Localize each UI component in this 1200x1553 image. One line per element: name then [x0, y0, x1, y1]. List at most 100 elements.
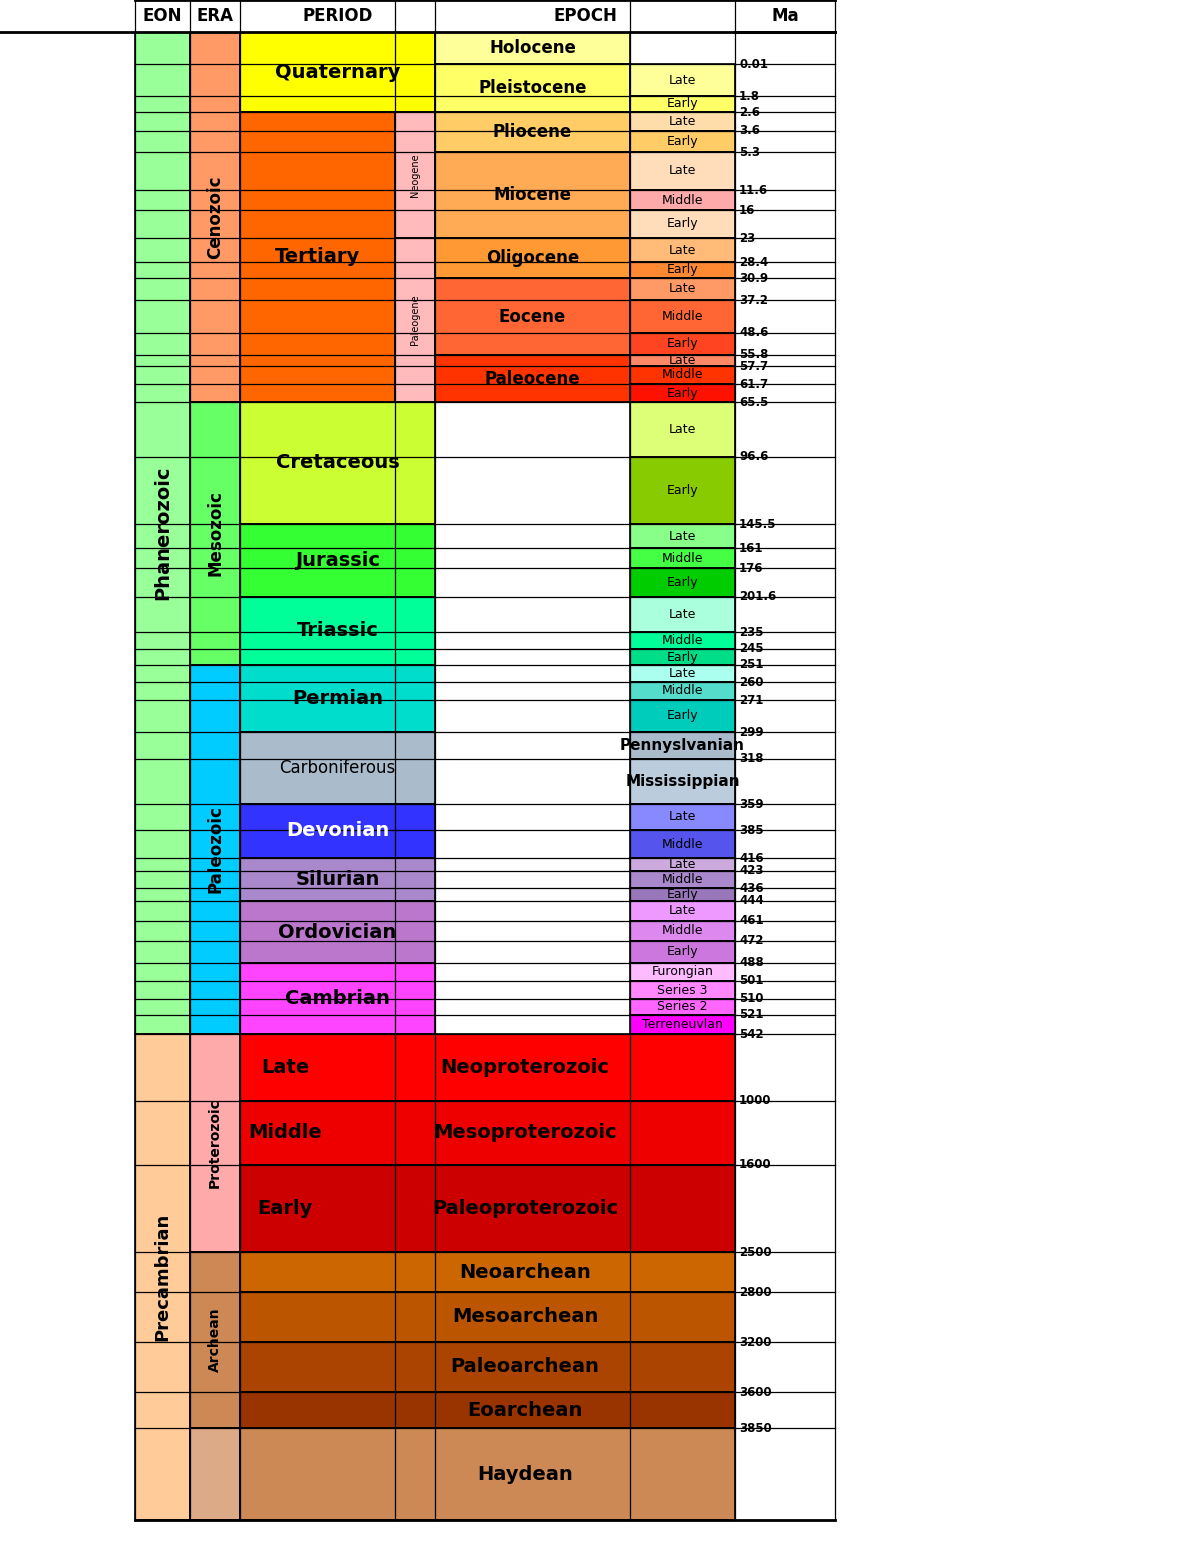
Bar	[240, 804, 436, 857]
Bar	[630, 963, 734, 981]
Text: EPOCH: EPOCH	[553, 8, 617, 25]
Bar	[630, 457, 734, 523]
Bar	[630, 804, 734, 829]
Bar	[630, 649, 734, 665]
Text: Tertiary: Tertiary	[275, 247, 360, 267]
Text: 472: 472	[739, 935, 763, 947]
Text: 235: 235	[739, 626, 763, 638]
Bar	[395, 112, 436, 238]
Bar	[240, 1429, 734, 1520]
Text: 3.6: 3.6	[739, 124, 760, 138]
Text: 1600: 1600	[739, 1159, 772, 1171]
Text: 28.4: 28.4	[739, 256, 768, 269]
Bar	[240, 523, 436, 596]
Text: Oligocene: Oligocene	[486, 248, 580, 267]
Text: Late: Late	[668, 422, 696, 436]
Text: 3200: 3200	[739, 1336, 772, 1348]
Text: Paleozoic: Paleozoic	[206, 806, 224, 893]
Text: Precambrian: Precambrian	[154, 1213, 172, 1342]
Bar	[630, 384, 734, 402]
Bar	[630, 332, 734, 356]
Text: Mesozoic: Mesozoic	[206, 491, 224, 576]
Text: Early: Early	[257, 1199, 313, 1218]
Text: 2.6: 2.6	[739, 106, 760, 118]
Text: 423: 423	[739, 865, 763, 877]
Bar	[630, 548, 734, 568]
Text: Late: Late	[668, 811, 696, 823]
Bar	[630, 941, 734, 963]
Bar	[190, 665, 240, 1034]
Text: 2800: 2800	[739, 1286, 772, 1298]
Text: Triassic: Triassic	[296, 621, 378, 640]
Bar	[240, 665, 436, 731]
Text: Series 3: Series 3	[658, 983, 708, 997]
Bar	[240, 1101, 734, 1165]
Text: 501: 501	[739, 974, 763, 988]
Bar	[240, 402, 436, 523]
Text: 461: 461	[739, 915, 763, 927]
Bar	[240, 112, 395, 402]
Text: Cretaceous: Cretaceous	[276, 453, 400, 472]
Bar	[134, 1034, 190, 1520]
Text: 299: 299	[739, 725, 763, 739]
Bar	[630, 64, 734, 96]
Bar	[630, 759, 734, 804]
Text: Pennyslvanian: Pennyslvanian	[620, 738, 745, 753]
Text: Proterozoic: Proterozoic	[208, 1098, 222, 1188]
Bar	[630, 367, 734, 384]
Text: 65.5: 65.5	[739, 396, 768, 408]
Text: 48.6: 48.6	[739, 326, 768, 340]
Text: Middle: Middle	[661, 685, 703, 697]
Text: Early: Early	[667, 387, 698, 399]
Bar	[240, 596, 436, 665]
Text: 245: 245	[739, 643, 763, 655]
Text: Late: Late	[668, 530, 696, 542]
Bar	[436, 238, 630, 278]
Text: 318: 318	[739, 753, 763, 766]
Text: Mesoproterozoic: Mesoproterozoic	[433, 1123, 617, 1143]
Text: Early: Early	[667, 710, 698, 722]
Text: 260: 260	[739, 676, 763, 688]
Text: Early: Early	[667, 337, 698, 351]
Text: Cenozoic: Cenozoic	[206, 175, 224, 259]
Bar	[630, 901, 734, 921]
Text: Neogene: Neogene	[410, 154, 420, 197]
Bar	[630, 857, 734, 871]
Bar	[240, 731, 436, 804]
Text: Late: Late	[668, 666, 696, 680]
Text: Silurian: Silurian	[295, 870, 379, 888]
Bar	[630, 112, 734, 130]
Text: Quaternary: Quaternary	[275, 62, 400, 81]
Text: 55.8: 55.8	[739, 348, 768, 362]
Bar	[630, 700, 734, 731]
Text: 251: 251	[739, 658, 763, 671]
Text: Ordovician: Ordovician	[278, 922, 397, 941]
Bar	[630, 278, 734, 300]
Text: Devonian: Devonian	[286, 822, 389, 840]
Text: 57.7: 57.7	[739, 359, 768, 373]
Bar	[630, 999, 734, 1016]
Text: Early: Early	[667, 946, 698, 958]
Text: Middle: Middle	[661, 551, 703, 564]
Bar	[240, 1391, 734, 1429]
Bar	[630, 356, 734, 367]
Bar	[630, 981, 734, 999]
Text: Early: Early	[667, 485, 698, 497]
Bar	[395, 238, 436, 402]
Bar	[630, 523, 734, 548]
Bar	[630, 152, 734, 189]
Text: Late: Late	[668, 115, 696, 127]
Bar	[630, 262, 734, 278]
Text: Early: Early	[667, 888, 698, 901]
Text: 1.8: 1.8	[739, 90, 760, 102]
Text: 1000: 1000	[739, 1095, 772, 1107]
Text: 30.9: 30.9	[739, 272, 768, 284]
Text: Middle: Middle	[661, 194, 703, 207]
Text: Early: Early	[667, 217, 698, 230]
Text: Permian: Permian	[292, 690, 383, 708]
Text: 488: 488	[739, 957, 763, 969]
Text: 0.01: 0.01	[739, 57, 768, 70]
Bar	[630, 1016, 734, 1034]
Bar	[630, 210, 734, 238]
Bar	[630, 731, 734, 759]
